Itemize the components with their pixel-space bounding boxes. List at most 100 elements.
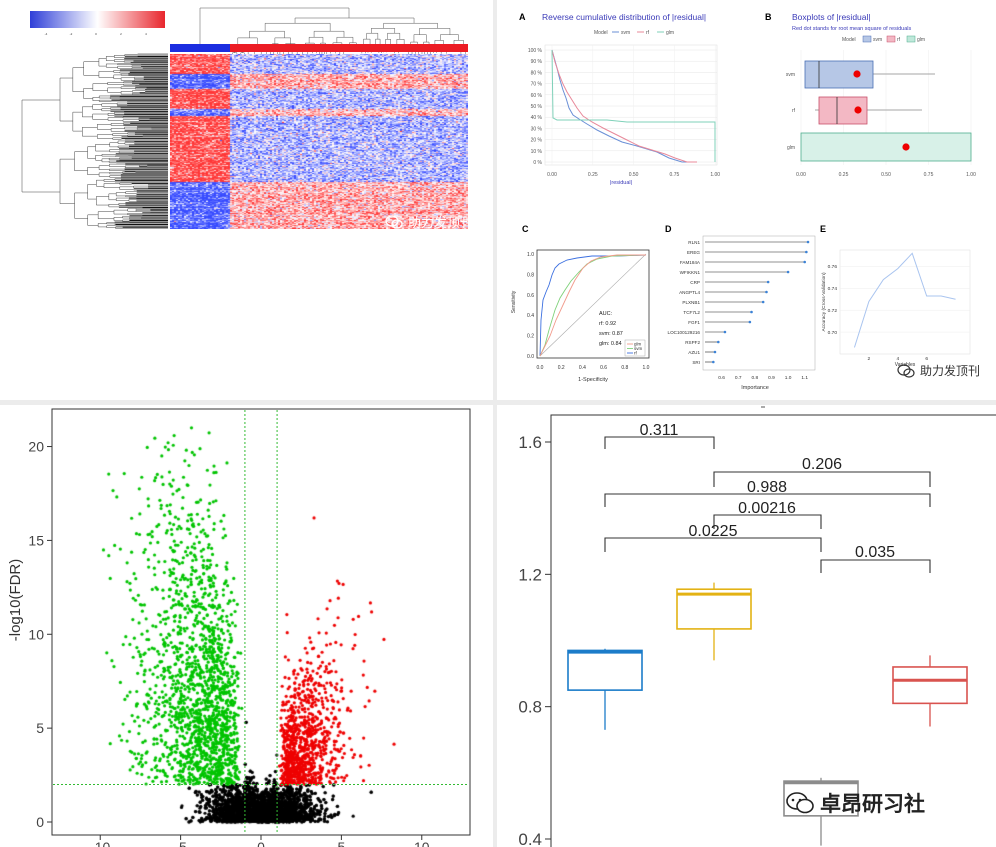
bracket-2-4 bbox=[713, 471, 931, 487]
panel-a-series-rf bbox=[551, 49, 697, 163]
volcano-y-tick: 0 bbox=[36, 814, 44, 830]
volcano-x-tick: -5 bbox=[174, 839, 187, 847]
boxplot-boxes bbox=[567, 582, 968, 846]
svg-text:svm: svm bbox=[873, 37, 882, 43]
panel-d-plot-area bbox=[702, 235, 816, 371]
panel-c: C 0.00.0 0.2 0.2 0.4 0.4 0.6 0.6 0.8 0.8 1.0 1.0 S… bbox=[511, 224, 650, 383]
volcano-x-tick: 0 bbox=[257, 839, 265, 847]
panel-a-y-tick: 80 % bbox=[531, 70, 543, 76]
volcano-x-tick: 10 bbox=[414, 839, 430, 847]
panel-a-y-tick: 10 % bbox=[531, 149, 543, 155]
gene-label: PLXNB1 bbox=[682, 300, 700, 305]
volcano-panel: 0 5 10 15 20 -10 -5 0 5 10 -log10(FDR) bbox=[0, 405, 493, 847]
roc-curve-rf bbox=[539, 254, 647, 357]
panel-a-x-tick: 1.00 bbox=[710, 172, 720, 178]
ml-figure: A Reverse cumulative distribution of |re… bbox=[511, 12, 976, 391]
panel-b-box-svm bbox=[804, 60, 935, 89]
color-legend-bar bbox=[30, 11, 165, 28]
legend-tick-label: 2 bbox=[120, 32, 122, 36]
svg-text:svm: 0.87: svm: 0.87 bbox=[599, 331, 623, 337]
box-body bbox=[892, 666, 968, 705]
panel-b-cat-svm: svm bbox=[786, 72, 795, 78]
heatmap-cells bbox=[170, 54, 468, 229]
svg-text:glm: glm bbox=[917, 37, 925, 43]
box-body bbox=[567, 649, 643, 691]
panel-a-plot-area bbox=[544, 44, 718, 166]
svg-text:rf: rf bbox=[634, 351, 637, 356]
p-value-1-4: 0.988 bbox=[747, 479, 787, 496]
legend-glm: glm bbox=[666, 30, 674, 36]
importance-point bbox=[765, 290, 768, 294]
legend-svm: svm bbox=[621, 30, 630, 36]
panel-separator-vertical bbox=[493, 0, 497, 847]
panel-c-y-tick: 0.4 bbox=[527, 313, 534, 319]
bracket-1-4 bbox=[604, 493, 931, 507]
panel-e-ylabel: Accuracy (Cross-Validation) bbox=[821, 272, 827, 331]
panel-b-x-tick: 1.00 bbox=[966, 172, 976, 178]
panel-b-subtitle: Red dot stands for root mean square of r… bbox=[792, 26, 911, 32]
importance-point bbox=[766, 280, 770, 284]
ml-watermark: 助力发顶刊 bbox=[897, 362, 980, 379]
panel-a-y-tick: 50 % bbox=[531, 104, 543, 110]
row-dendrogram bbox=[21, 53, 168, 229]
panel-d-x-ticks: 0.6 0.7 0.8 0.9 1.0 1.1 bbox=[718, 375, 808, 381]
p-value-2-4: 0.206 bbox=[802, 456, 842, 473]
panel-e-y-tick: 0.72 bbox=[828, 308, 838, 314]
panel-c-x-tick: 1.0 bbox=[643, 365, 650, 371]
gene-label: WFIKKN1 bbox=[680, 270, 701, 275]
panel-d-xlabel: Importance bbox=[741, 385, 769, 391]
importance-point bbox=[750, 310, 753, 314]
panel-c-x-tick: 0.4 bbox=[579, 365, 586, 371]
gene-label: SRI bbox=[692, 360, 700, 365]
box-body bbox=[783, 780, 859, 817]
panel-b-x-ticks: 0.00 0.25 0.50 0.75 1.00 bbox=[796, 172, 976, 178]
wechat-icon bbox=[385, 214, 403, 229]
p-value-1-3: 0.0225 bbox=[689, 523, 738, 540]
volcano-ylabel: -log10(FDR) bbox=[7, 559, 24, 642]
box-body bbox=[676, 588, 752, 630]
p-value-1-2: 0.311 bbox=[640, 422, 679, 439]
panel-b-box-rf bbox=[815, 96, 922, 125]
panel-b-x-tick: 0.25 bbox=[839, 172, 849, 178]
group-bar-control bbox=[170, 44, 230, 52]
importance-point bbox=[713, 350, 717, 354]
panel-a-y-tick: 0 % bbox=[533, 160, 542, 166]
color-legend-ticks: -4 -2 0 2 4 bbox=[45, 32, 148, 36]
heatmap-panel: -4 -2 0 2 4 助力发顶刊 bbox=[0, 0, 493, 400]
boxplot-y-tick: 0.4 bbox=[518, 830, 542, 847]
volcano-guides bbox=[53, 410, 469, 834]
panel-e: E 0.70 0.72 0.74 0.76 2 4 6 Accuracy (Cross-Va… bbox=[820, 224, 971, 368]
panel-e-y-tick: 0.74 bbox=[828, 286, 838, 292]
boxplot-figure: 0.4 0.8 1.2 1.6 0.311 0.206 0.988 0.00216 0… bbox=[518, 406, 996, 847]
panel-c-x-tick: 0.2 bbox=[558, 365, 565, 371]
panel-d: D RLN1 EREG FAM184A WFIKKN1 CRP ANGPTL4 PLXNB1… bbox=[665, 224, 816, 391]
importance-point bbox=[748, 320, 752, 324]
svg-text:rf: rf bbox=[897, 37, 901, 43]
boxplot-y-tick: 1.6 bbox=[518, 433, 542, 452]
panel-a-legend: Model svm rf glm bbox=[594, 30, 674, 36]
gene-label: FGF1 bbox=[688, 320, 700, 325]
panel-a-y-tick: 60 % bbox=[531, 93, 543, 99]
legend-rf: rf bbox=[646, 30, 650, 36]
gene-label: FAM184A bbox=[680, 260, 701, 265]
gene-label: TCF7L2 bbox=[683, 310, 700, 315]
svg-text:glm: 0.84: glm: 0.84 bbox=[599, 341, 622, 347]
svg-text:rf: 0.92: rf: 0.92 bbox=[599, 321, 616, 327]
ml-panels: A Reverse cumulative distribution of |re… bbox=[497, 0, 996, 400]
gene-label: CRP bbox=[690, 280, 700, 285]
panel-b-x-tick: 0.00 bbox=[796, 172, 806, 178]
legend-tick-label: -2 bbox=[70, 32, 73, 36]
roc-diagonal bbox=[539, 253, 647, 357]
legend-tick-label: -4 bbox=[45, 32, 48, 36]
panel-c-y-tick: 1.0 bbox=[527, 252, 534, 258]
gene-label: EREG bbox=[687, 250, 700, 255]
panel-b-legend: Model svm rf glm bbox=[842, 35, 925, 43]
panel-c-x-tick: 0.0 bbox=[537, 365, 544, 371]
boxplot-y-tick: 0.8 bbox=[518, 698, 542, 717]
importance-point bbox=[712, 360, 715, 364]
gene-label: LOC100129216 bbox=[668, 330, 701, 335]
panel-d-x-tick: 0.6 bbox=[718, 375, 725, 381]
panel-b-x-tick: 0.50 bbox=[881, 172, 891, 178]
importance-point bbox=[806, 240, 810, 244]
heatmap-figure: -4 -2 0 2 4 bbox=[21, 7, 468, 229]
